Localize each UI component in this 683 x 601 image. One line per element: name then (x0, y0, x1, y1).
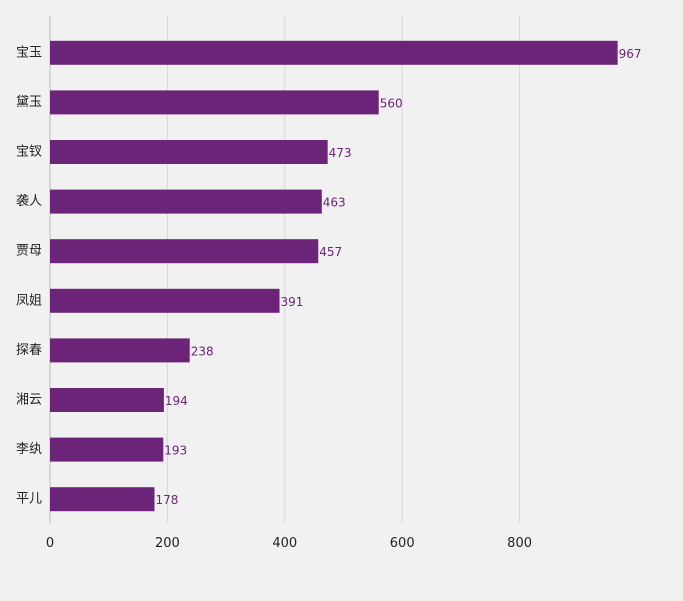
data-label: 473 (329, 146, 352, 160)
data-label: 457 (319, 245, 342, 259)
category-label: 凤姐 (16, 293, 42, 308)
x-tick-label: 400 (272, 536, 297, 551)
data-label: 193 (164, 444, 187, 458)
category-label: 探春 (16, 343, 42, 358)
data-label: 178 (155, 493, 178, 507)
x-tick-label: 800 (507, 536, 532, 551)
category-label: 湘云 (16, 393, 42, 408)
bar (50, 189, 322, 214)
bar (50, 388, 164, 412)
category-label: 贾母 (16, 244, 42, 259)
bar (50, 40, 618, 65)
bar (50, 140, 328, 164)
labels: 宝玉 967 黛玉 560 宝钗 473 袭人 463 贾母 457 凤姐 391 探春 238 湘云 194… (16, 45, 642, 507)
data-label: 238 (191, 344, 214, 358)
category-label: 宝玉 (16, 45, 42, 60)
bars (50, 40, 618, 512)
bar (50, 239, 319, 264)
x-tick-label: 600 (390, 536, 415, 551)
category-label: 宝钗 (16, 145, 42, 160)
bar (50, 338, 190, 363)
category-label: 袭人 (16, 194, 42, 209)
bar (50, 90, 379, 115)
data-label: 194 (165, 394, 188, 408)
x-tick-label: 200 (155, 536, 180, 551)
x-tick-label: 0 (46, 536, 54, 551)
data-label: 967 (619, 47, 642, 61)
bar (50, 288, 280, 313)
data-label: 391 (281, 295, 304, 309)
category-label: 黛玉 (16, 95, 42, 110)
bar (50, 437, 164, 462)
bar (50, 487, 155, 512)
category-label: 李纨 (16, 442, 42, 457)
data-label: 463 (323, 196, 346, 210)
category-label: 平儿 (16, 492, 42, 507)
data-label: 560 (380, 96, 403, 110)
